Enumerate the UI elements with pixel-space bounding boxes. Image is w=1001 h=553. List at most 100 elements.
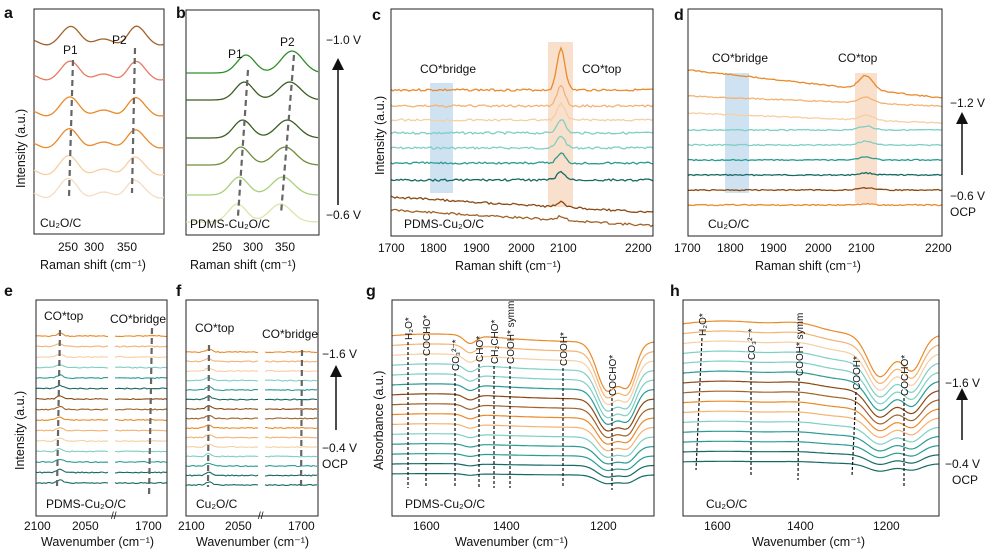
spectrum-c-4 [390,119,654,135]
spectrum-e-right-8 [114,408,168,411]
spectrum-e-right-9 [114,418,168,422]
plot-frame-f [185,299,319,517]
xtick-c-1900: 1900 [463,241,490,255]
g-band-label-3: CO₃²⁻* [451,339,462,371]
panel-d: CO*bridge CO*top Cu₂O/C 1700 1800 1900 2… [674,8,985,273]
panel-label-e: e [4,283,13,300]
plot-frame-g [391,299,655,517]
spectrum-d-7 [687,171,943,177]
xtick-c-2000: 2000 [508,241,535,255]
spectrum-a-1 [33,25,165,46]
sample-label-f: Cu₂O/C [196,497,238,511]
h-band-line-1 [695,337,703,471]
spectrum-e-left-9 [35,416,109,422]
band-top-d [855,73,877,203]
panel-label-a: a [4,5,13,22]
sample-label-d: Cu₂O/C [708,217,750,231]
plot-frame-a [33,8,165,235]
spectrum-f-left-3 [185,367,259,373]
xtick-d-2100: 2100 [848,241,875,255]
spectrum-h-9 [682,400,940,432]
spectrum-d-9 [687,202,943,207]
panel-label-f: f [176,283,182,300]
panel-label-d: d [674,7,684,24]
g-band-label-4: CHO* [475,336,486,362]
spectrum-f-right-4 [264,379,318,382]
ylabel-e: Intensity (a.u.) [13,391,27,470]
xtick-h-1400: 1400 [787,519,814,533]
spectrum-d-5 [687,140,942,147]
spectrum-e-left-15 [35,479,109,485]
peak-label-p2-b: P2 [280,35,295,49]
spectrum-g-9 [391,413,655,445]
spectrum-f-left-15 [185,481,259,487]
xtick-f-2100: 2100 [178,519,205,533]
g-band-label-6: COOH* symm [506,301,517,364]
spectrum-e-right-15 [114,481,168,485]
arrow-head-icon [956,112,968,124]
band-bridge-c [430,83,453,193]
spectrum-a-5 [33,154,165,176]
guide-p2-a [130,47,137,194]
spectrum-e-left-5 [35,373,109,379]
xtick-h-1600: 1600 [704,519,731,533]
spectrum-e-left-14 [35,468,109,474]
panel-label-h: h [670,283,680,300]
ylabel-a: Intensity (a.u.) [14,109,28,188]
guide-p1-b [236,69,250,217]
spectrum-g-4 [391,363,655,412]
xtick-c-1700: 1700 [378,241,405,255]
panel-c: CO*bridge CO*top PDMS-Cu₂O/C 1700 1800 1… [373,8,654,273]
xlabel-h: Wavenumber (cm⁻¹) [752,535,865,549]
band-top-c [548,42,573,207]
spectrum-f-left-1 [186,348,258,354]
spectrum-e-right-12 [115,450,168,453]
spectrum-e-left-12 [35,448,109,453]
spectrum-f-left-2 [185,357,258,363]
spectrum-h-5 [682,360,940,405]
g-band-label-2: COCHO* [422,315,433,356]
xtick-b-250: 250 [212,240,232,254]
spectrum-c-7 [390,170,654,182]
xtick-f-1700: 1700 [288,519,315,533]
spectrum-d-4 [687,125,943,132]
potential-low-f: −0.4 V [322,441,357,455]
h-band-label-4: COOH* [852,356,863,390]
g-band-label-1: H₂O* [404,317,415,340]
spectrum-e-right-10 [115,429,167,432]
guide-p1-a [67,59,75,198]
potential-high-d: −1.2 V [950,96,985,110]
xtick-a-300: 300 [84,240,104,254]
spectrum-e-right-1 [114,334,167,337]
spectrum-e-left-7 [35,395,109,401]
potential-low-d: −0.6 V [950,189,985,203]
spectrum-d-1 [687,69,942,99]
spectrum-g-11 [391,433,655,458]
spectrum-f-right-9 [264,426,318,430]
g-band-label-5: CH₂CHO* [490,319,501,364]
spectrum-f-left-5 [185,386,259,392]
xtick-c-1800: 1800 [420,241,447,255]
spectrum-c-2 [390,84,654,108]
spectrum-e-left-3 [35,353,109,359]
spectrum-f-right-14 [264,474,318,477]
xtick-d-1700: 1700 [674,241,701,255]
g-band-label-8: COCHO* [608,355,619,396]
spectrum-h-2 [682,330,940,385]
h-band-label-5: COCHO* [900,355,911,396]
spectrum-d-8 [687,186,943,192]
spectrum-g-5 [391,373,655,419]
spectrum-f-left-9 [185,424,259,430]
ylabel-c: Intensity (a.u.) [373,96,387,175]
xtick-b-300: 300 [243,240,263,254]
xtick-f-2050: 2050 [225,519,252,533]
spectrum-f-right-7 [264,408,318,411]
spectrum-a-2 [33,60,165,81]
panel-label-b: b [176,5,186,22]
spectrum-e-left-10 [35,427,109,432]
potential-low-b: −0.6 V [326,208,361,222]
spectrum-f-right-5 [264,388,318,392]
xlabel-e: Wavenumber (cm⁻¹) [41,535,154,549]
potential-high-f: −1.6 V [322,347,357,361]
